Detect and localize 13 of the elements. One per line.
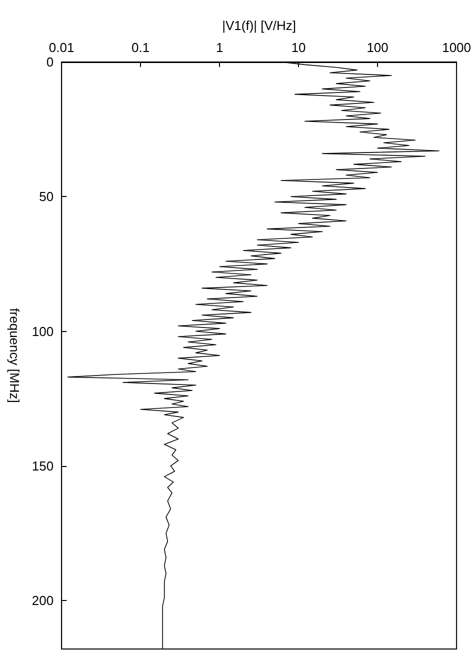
y-tick-label: 50	[39, 189, 54, 204]
y-axis-title: frequency [MHz]	[7, 308, 22, 403]
y-tick-label: 100	[32, 324, 54, 339]
x-axis-title: |V1(f)| [V/Hz]	[222, 18, 296, 33]
y-tick-label: 200	[32, 593, 54, 608]
x-tick-label: 0.1	[132, 40, 150, 55]
y-tick-label: 0	[46, 54, 54, 70]
y-tick-label: 150	[32, 458, 54, 474]
x-tick-label: 1000	[442, 40, 471, 55]
x-tick-label: 10	[291, 40, 306, 55]
x-tick-label: 1	[216, 40, 224, 55]
x-tick-label: 100	[366, 40, 388, 55]
x-tick-label: 0.01	[48, 40, 74, 55]
